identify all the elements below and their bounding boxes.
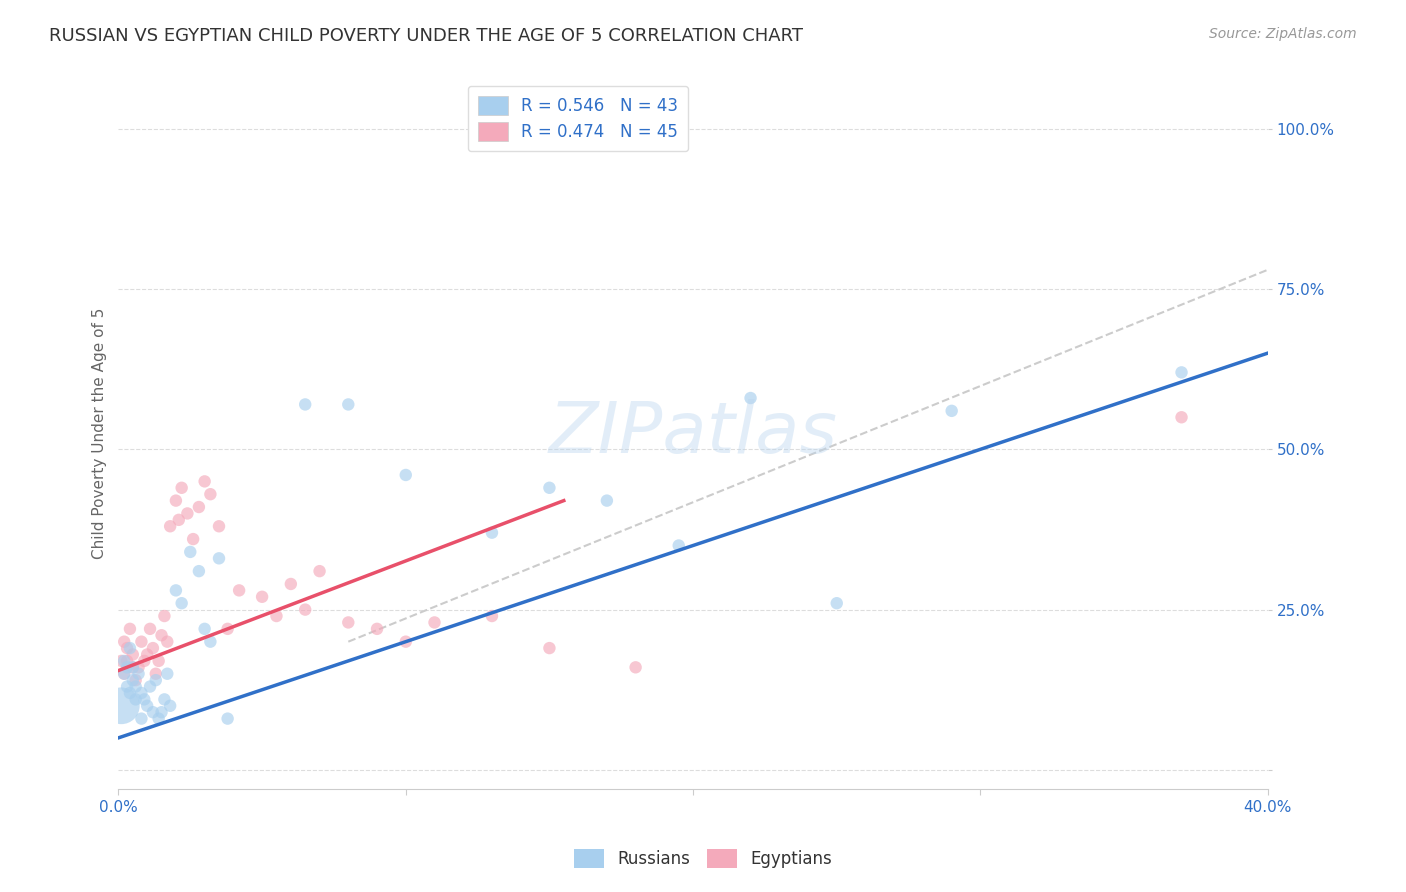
- Point: [125, 680, 148, 694]
- Point: [128, 666, 150, 681]
- Point: [115, 660, 138, 674]
- Point: [1170, 410, 1192, 425]
- Point: [148, 654, 170, 668]
- Point: [395, 467, 418, 482]
- Point: [481, 525, 503, 540]
- Point: [112, 666, 135, 681]
- Point: [139, 680, 162, 694]
- Point: [131, 634, 153, 648]
- Point: [115, 654, 138, 668]
- Point: [148, 712, 170, 726]
- Point: [153, 692, 176, 706]
- Point: [121, 648, 143, 662]
- Point: [668, 539, 690, 553]
- Point: [395, 634, 418, 648]
- Point: [125, 692, 148, 706]
- Point: [181, 532, 204, 546]
- Point: [153, 609, 176, 624]
- Point: [110, 698, 132, 713]
- Point: [266, 609, 288, 624]
- Point: [167, 513, 190, 527]
- Point: [131, 712, 153, 726]
- Point: [200, 487, 222, 501]
- Point: [596, 493, 619, 508]
- Point: [145, 666, 167, 681]
- Point: [294, 602, 316, 616]
- Point: [150, 705, 173, 719]
- Y-axis label: Child Poverty Under the Age of 5: Child Poverty Under the Age of 5: [93, 308, 107, 559]
- Point: [118, 686, 141, 700]
- Point: [128, 660, 150, 674]
- Point: [1170, 365, 1192, 379]
- Point: [423, 615, 446, 630]
- Point: [165, 583, 187, 598]
- Legend: Russians, Egyptians: Russians, Egyptians: [568, 842, 838, 875]
- Point: [208, 551, 231, 566]
- Point: [200, 634, 222, 648]
- Text: Source: ZipAtlas.com: Source: ZipAtlas.com: [1209, 27, 1357, 41]
- Point: [194, 475, 217, 489]
- Point: [121, 660, 143, 674]
- Point: [228, 583, 250, 598]
- Point: [825, 596, 848, 610]
- Point: [134, 654, 156, 668]
- Point: [115, 641, 138, 656]
- Point: [118, 622, 141, 636]
- Point: [308, 564, 330, 578]
- Point: [142, 641, 165, 656]
- Point: [740, 391, 762, 405]
- Point: [134, 692, 156, 706]
- Point: [538, 641, 561, 656]
- Point: [112, 634, 135, 648]
- Legend: R = 0.546   N = 43, R = 0.474   N = 45: R = 0.546 N = 43, R = 0.474 N = 45: [468, 86, 689, 151]
- Point: [110, 654, 132, 668]
- Point: [624, 660, 647, 674]
- Point: [481, 609, 503, 624]
- Text: ZIPatlas: ZIPatlas: [548, 399, 838, 467]
- Point: [136, 648, 159, 662]
- Point: [112, 654, 135, 668]
- Point: [125, 673, 148, 687]
- Point: [294, 397, 316, 411]
- Point: [121, 660, 143, 674]
- Point: [156, 634, 179, 648]
- Point: [280, 577, 302, 591]
- Text: RUSSIAN VS EGYPTIAN CHILD POVERTY UNDER THE AGE OF 5 CORRELATION CHART: RUSSIAN VS EGYPTIAN CHILD POVERTY UNDER …: [49, 27, 803, 45]
- Point: [538, 481, 561, 495]
- Point: [165, 493, 187, 508]
- Point: [142, 705, 165, 719]
- Point: [337, 615, 360, 630]
- Point: [150, 628, 173, 642]
- Point: [131, 686, 153, 700]
- Point: [118, 641, 141, 656]
- Point: [139, 622, 162, 636]
- Point: [941, 404, 963, 418]
- Point: [250, 590, 273, 604]
- Point: [121, 673, 143, 687]
- Point: [208, 519, 231, 533]
- Point: [159, 519, 181, 533]
- Point: [170, 481, 193, 495]
- Point: [337, 397, 360, 411]
- Point: [366, 622, 388, 636]
- Point: [170, 596, 193, 610]
- Point: [156, 666, 179, 681]
- Point: [112, 666, 135, 681]
- Point: [176, 507, 198, 521]
- Point: [145, 673, 167, 687]
- Point: [136, 698, 159, 713]
- Point: [194, 622, 217, 636]
- Point: [187, 564, 209, 578]
- Point: [115, 680, 138, 694]
- Point: [187, 500, 209, 514]
- Point: [159, 698, 181, 713]
- Point: [179, 545, 201, 559]
- Point: [217, 622, 239, 636]
- Point: [217, 712, 239, 726]
